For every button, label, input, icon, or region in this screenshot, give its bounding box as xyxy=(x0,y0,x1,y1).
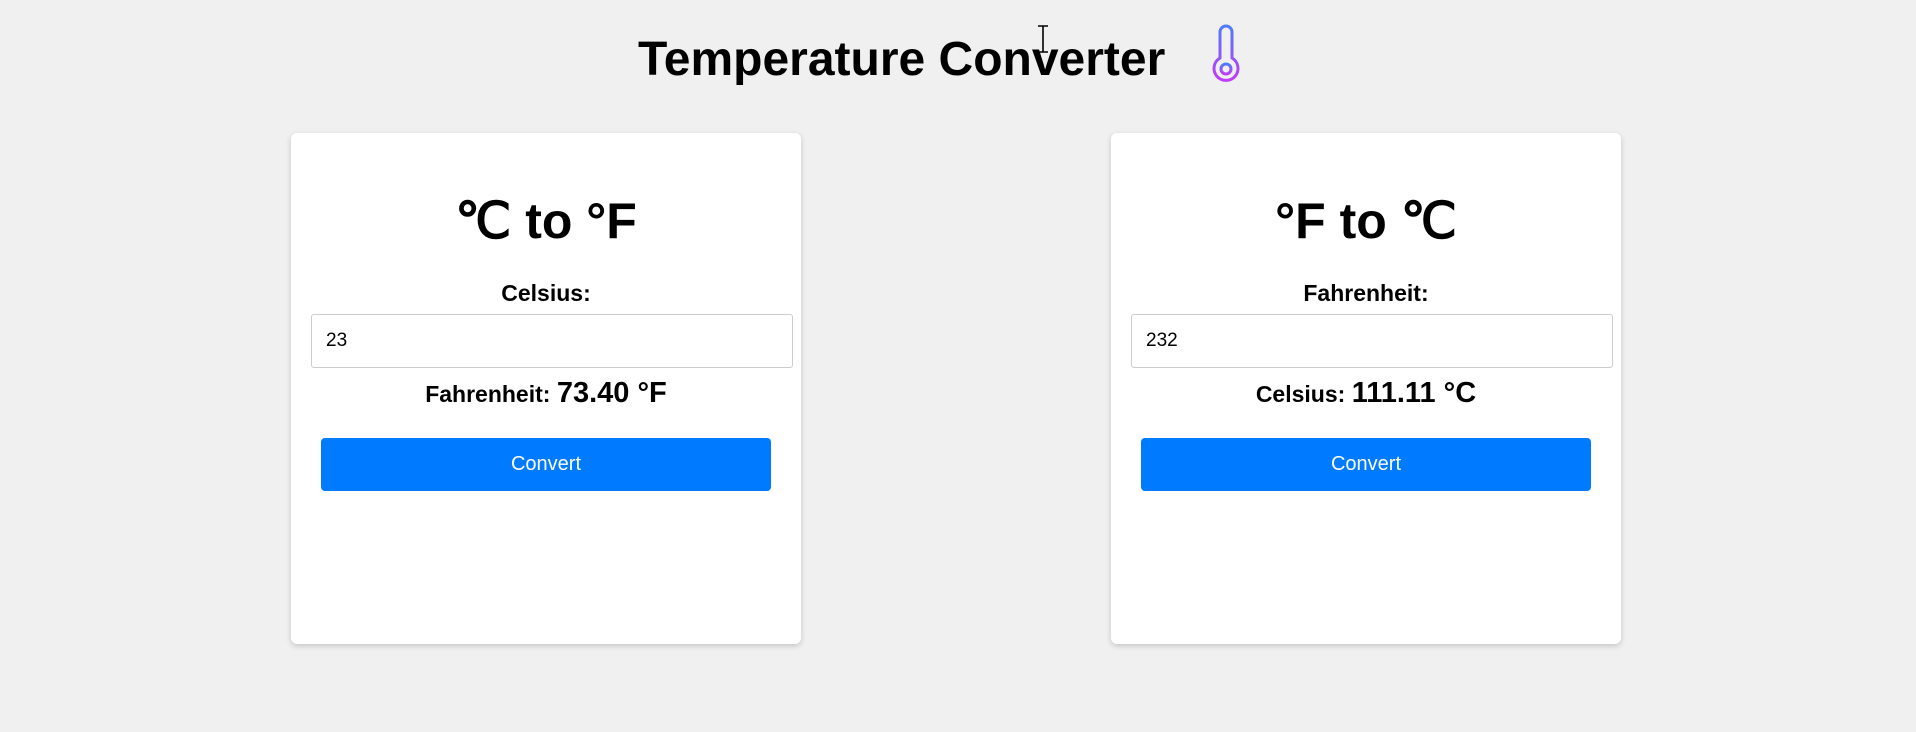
result-label: Fahrenheit: xyxy=(425,381,557,407)
convert-button[interactable]: Convert xyxy=(1141,438,1591,491)
title-connector: to xyxy=(511,193,587,249)
celsius-label: Celsius: xyxy=(501,280,591,306)
result-label: Celsius: xyxy=(1255,381,1352,407)
celsius-input[interactable] xyxy=(311,314,793,368)
thermometer-icon xyxy=(1212,24,1240,82)
title-connector: to xyxy=(1325,193,1401,249)
celsius-to-fahrenheit-card: ℃ to °F Celsius: Fahrenheit: 73.40 °F Co… xyxy=(291,133,801,644)
celsius-result: Celsius: 111.11 °C xyxy=(1111,373,1621,418)
card-title: °F to ℃ xyxy=(1111,191,1621,251)
result-value: 111.11 °C xyxy=(1351,377,1477,409)
header: Temperature Converter xyxy=(0,24,1916,94)
fahrenheit-result: Fahrenheit: 73.40 °F xyxy=(291,373,801,418)
celsius-symbol: ℃ xyxy=(455,193,512,249)
result-value: 73.40 °F xyxy=(556,377,667,409)
celsius-symbol: ℃ xyxy=(1400,193,1457,249)
fahrenheit-to-celsius-card: °F to ℃ Fahrenheit: Celsius: 111.11 °C C… xyxy=(1111,133,1621,644)
fahrenheit-symbol: °F xyxy=(586,193,637,249)
convert-button[interactable]: Convert xyxy=(321,438,771,491)
fahrenheit-label: Fahrenheit: xyxy=(1303,280,1429,306)
text-cursor-icon xyxy=(1038,25,1048,53)
card-title: ℃ to °F xyxy=(291,191,801,251)
fahrenheit-input[interactable] xyxy=(1131,314,1613,368)
page-title: Temperature Converter xyxy=(638,33,1166,86)
fahrenheit-symbol: °F xyxy=(1275,193,1326,249)
